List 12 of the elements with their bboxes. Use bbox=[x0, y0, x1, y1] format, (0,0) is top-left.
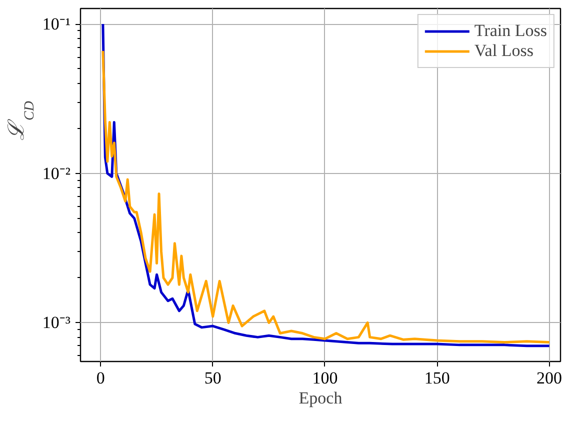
x-tick-label: 100 bbox=[312, 368, 338, 388]
legend-label: Train Loss bbox=[474, 21, 547, 41]
x-tick-label: 200 bbox=[536, 368, 562, 388]
x-tick-label: 50 bbox=[204, 368, 222, 388]
y-tick-label: 10⁻¹ bbox=[42, 14, 71, 34]
y-tick-label: 10⁻³ bbox=[42, 313, 71, 332]
x-tick-label: 0 bbox=[96, 368, 105, 388]
x-tick-label: 150 bbox=[424, 368, 450, 388]
x-axis-title: Epoch bbox=[298, 388, 343, 408]
y-axis-title: ℒCD bbox=[4, 101, 38, 140]
legend-label: Val Loss bbox=[474, 41, 534, 61]
y-tick-label: 10⁻² bbox=[42, 164, 71, 183]
